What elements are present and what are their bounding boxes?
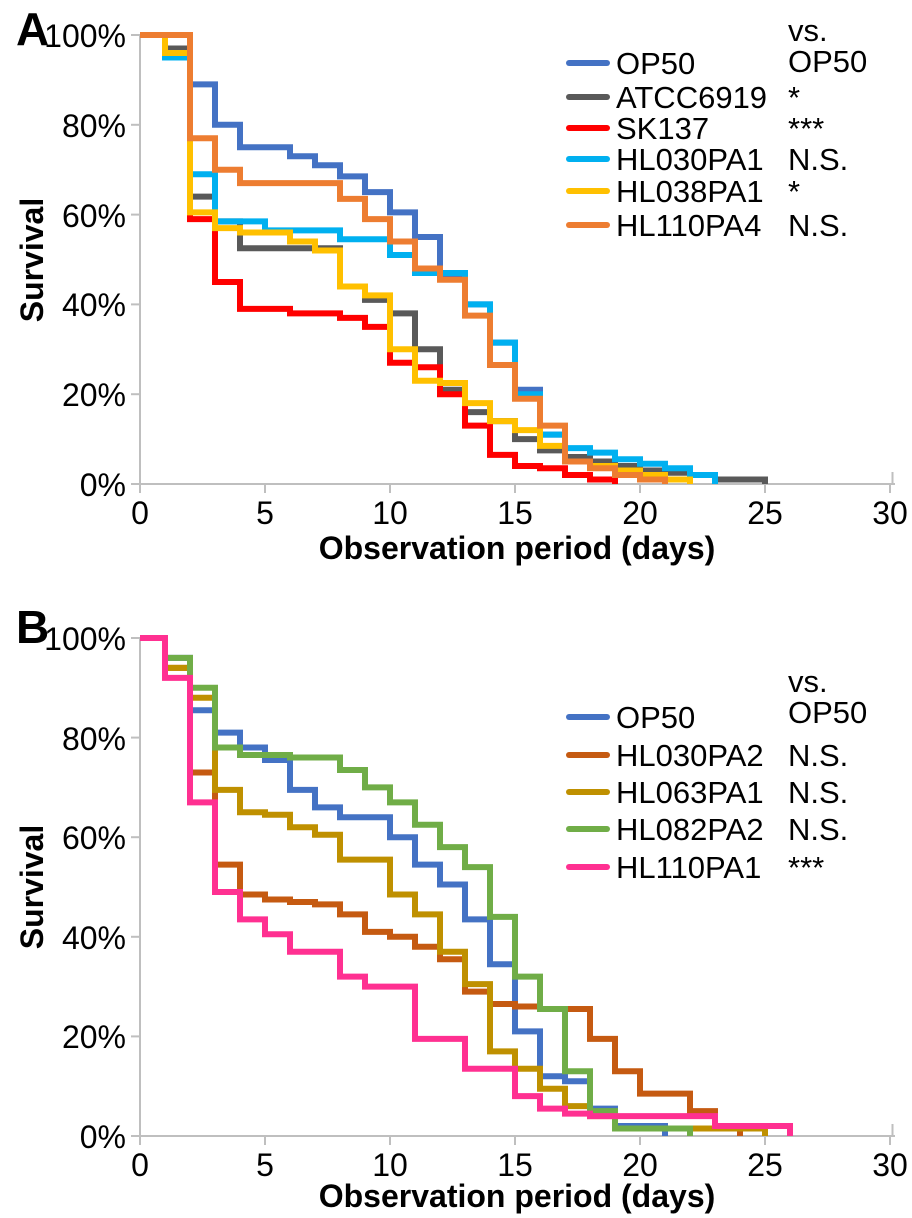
x-tick-label: 25 — [747, 1147, 783, 1183]
x-tick-label: 5 — [256, 1147, 274, 1183]
survival-curve-OP50 — [140, 635, 668, 1136]
x-tick-label: 15 — [497, 1147, 533, 1183]
legend-label: HL082PA2 — [616, 812, 764, 847]
survival-curve-HL110PA1 — [140, 635, 793, 1136]
y-tick-label: 60% — [61, 197, 126, 234]
y-tick-label: 100% — [44, 18, 126, 54]
panel-a-y-axis-title: Survival — [14, 197, 50, 323]
legend-label: HL110PA1 — [616, 850, 762, 885]
panel-a-letter: A — [16, 3, 50, 55]
panel-b-x-axis-title: Observation period (days) — [318, 1178, 716, 1214]
x-tick-label: 10 — [372, 1147, 408, 1183]
panel-b-y-axis-title: Survival — [14, 824, 50, 950]
significance-marker: N.S. — [788, 142, 849, 177]
y-tick-label: 20% — [61, 377, 126, 414]
legend-item-HL082PA2: HL082PA2 N.S. — [566, 812, 912, 846]
significance-marker: N.S. — [788, 738, 849, 773]
survival-curve-HL063PA1 — [140, 635, 768, 1136]
legend-label: HL030PA2 — [616, 738, 764, 773]
significance-marker: N.S. — [788, 775, 849, 810]
y-tick-label: 40% — [61, 919, 126, 956]
legend-label: OP50 — [616, 700, 696, 735]
legend-line-swatch — [566, 60, 610, 66]
x-tick-label: 15 — [497, 495, 533, 531]
legend-item-ATCC6919: ATCC6919 * — [566, 80, 912, 114]
y-tick-label: 40% — [61, 287, 126, 324]
legend-item-HL030PA1: HL030PA1 N.S. — [566, 142, 912, 176]
x-tick-label: 10 — [372, 495, 408, 531]
legend-item-HL038PA1: HL038PA1 * — [566, 174, 912, 208]
x-tick-label: 30 — [872, 495, 908, 531]
x-tick-label: 20 — [622, 495, 658, 531]
survival-curve-SK137 — [140, 32, 618, 484]
legend-line-swatch — [566, 826, 610, 832]
legend-line-swatch — [566, 156, 610, 162]
x-tick-label: 25 — [747, 495, 783, 531]
significance-marker: N.S. — [788, 812, 849, 847]
x-tick-label: 0 — [131, 495, 149, 531]
legend-item-OP50: OP50 — [566, 46, 912, 80]
panel-b-letter: B — [16, 601, 50, 653]
y-tick-label: 80% — [61, 107, 126, 144]
legend-item-HL110PA4: HL110PA4 N.S. — [566, 208, 912, 242]
legend-item-HL110PA1: HL110PA1 *** — [566, 850, 912, 884]
legend-item-SK137: SK137 *** — [566, 111, 912, 145]
legend-item-HL030PA2: HL030PA2 N.S. — [566, 738, 912, 772]
legend-label: HL110PA4 — [616, 208, 762, 243]
x-tick-label: 0 — [131, 1147, 149, 1183]
survival-curve-HL030PA2 — [140, 635, 743, 1136]
significance-marker: *** — [788, 850, 825, 885]
legend-line-swatch — [566, 714, 610, 720]
y-tick-label: 60% — [61, 820, 126, 857]
survival-curve-HL082PA2 — [140, 635, 693, 1136]
significance-marker: *** — [788, 111, 825, 146]
legend-label: OP50 — [616, 46, 696, 81]
panel-b-comparison-header: vs. OP50 — [788, 664, 868, 730]
significance-marker: N.S. — [788, 208, 849, 243]
x-tick-label: 5 — [256, 495, 274, 531]
y-tick-label: 80% — [61, 720, 126, 757]
y-tick-label: 0% — [79, 1119, 126, 1155]
legend-label: HL063PA1 — [616, 775, 764, 810]
y-tick-label: 20% — [61, 1019, 126, 1056]
legend-item-OP50: OP50 — [566, 700, 912, 734]
legend-label: ATCC6919 — [616, 80, 768, 115]
survival-curve-HL110PA4 — [140, 32, 668, 484]
significance-marker: * — [788, 174, 801, 209]
legend-line-swatch — [566, 222, 610, 228]
significance-marker: * — [788, 80, 801, 115]
y-tick-label: 100% — [44, 621, 126, 657]
legend-line-swatch — [566, 864, 610, 870]
y-tick-label: 0% — [79, 467, 126, 503]
legend-line-swatch — [566, 752, 610, 758]
panel-a-comparison-header: vs. OP50 — [788, 13, 868, 79]
x-tick-label: 20 — [622, 1147, 658, 1183]
panel-a-x-axis-title: Observation period (days) — [318, 530, 716, 566]
legend-item-HL063PA1: HL063PA1 N.S. — [566, 775, 912, 809]
x-tick-label: 30 — [872, 1147, 908, 1183]
legend-line-swatch — [566, 94, 610, 100]
legend-label: HL038PA1 — [616, 174, 764, 209]
legend-label: SK137 — [616, 111, 710, 146]
legend-line-swatch — [566, 188, 610, 194]
legend-label: HL030PA1 — [616, 142, 764, 177]
legend-line-swatch — [566, 789, 610, 795]
legend-line-swatch — [566, 125, 610, 131]
